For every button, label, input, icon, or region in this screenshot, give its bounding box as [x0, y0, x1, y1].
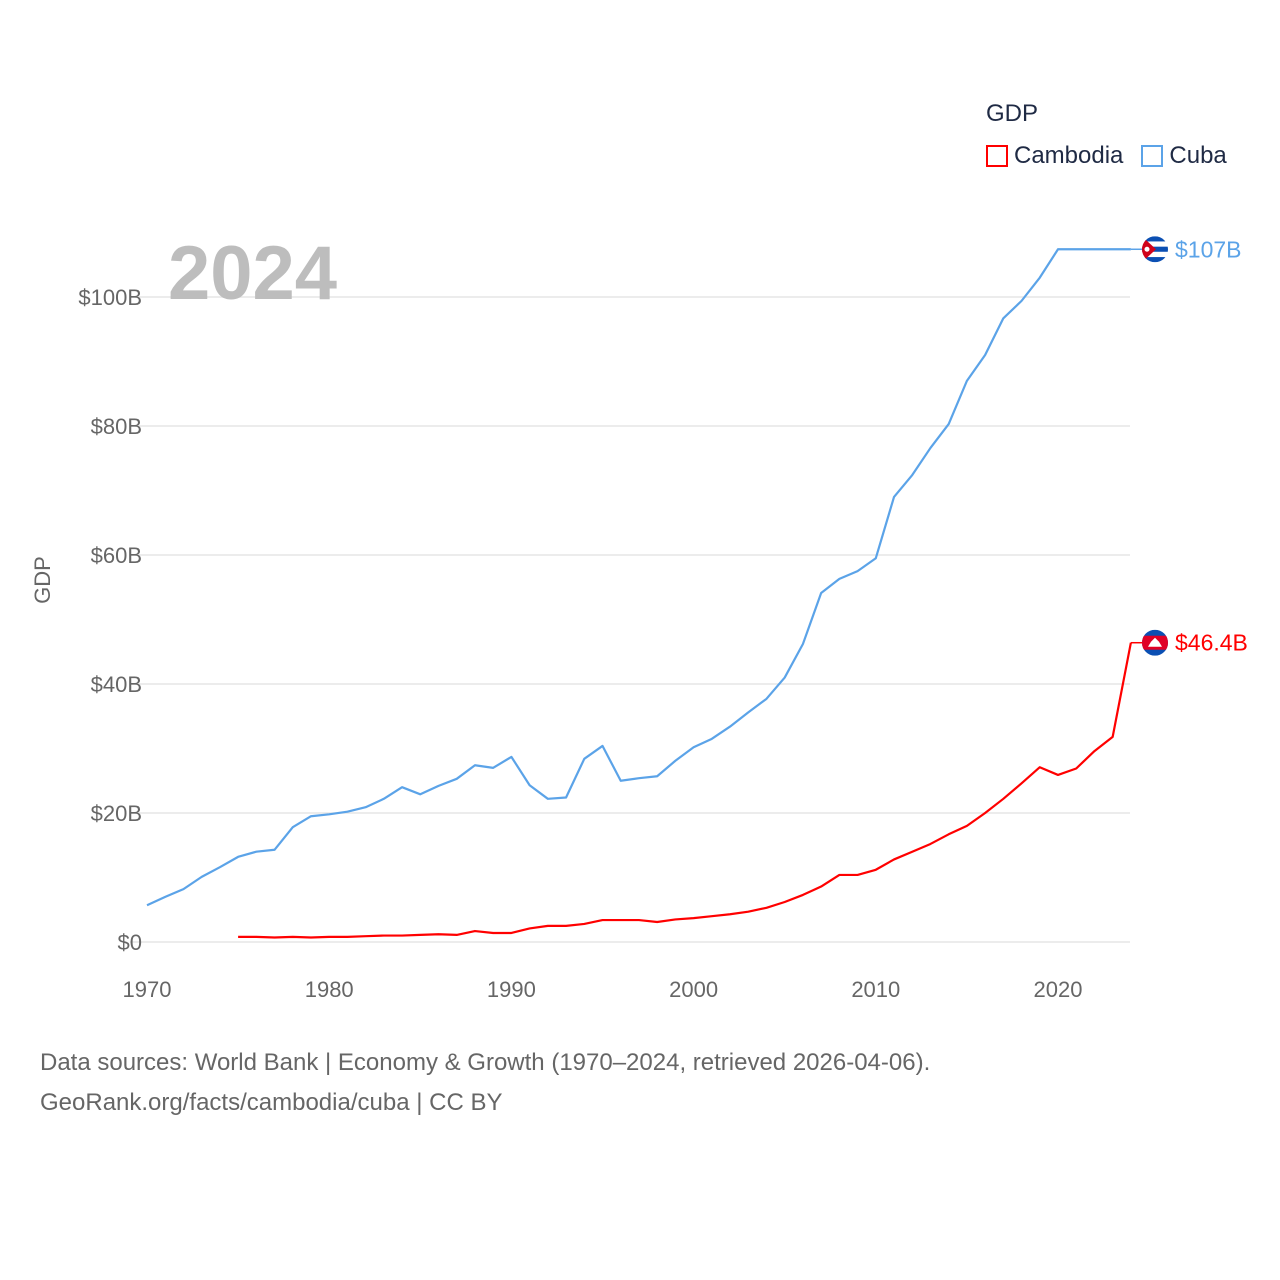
x-tick-label: 2020 — [1034, 977, 1083, 1002]
x-tick-label: 1980 — [305, 977, 354, 1002]
flag-stripe — [1142, 251, 1168, 258]
source-note: Data sources: World Bank | Economy & Gro… — [40, 1043, 930, 1123]
legend-label-cambodia: Cambodia — [1014, 142, 1124, 169]
legend-item-cambodia[interactable]: Cambodia — [986, 142, 1123, 170]
flag-body — [1142, 236, 1168, 263]
cuba-flag-icon — [1142, 236, 1168, 263]
x-tick-label: 1970 — [123, 977, 172, 1002]
x-tick-label: 1990 — [487, 977, 536, 1002]
flag-body — [1142, 629, 1168, 656]
y-tick-label: $80B — [91, 414, 142, 439]
legend-title: GDP — [986, 100, 1039, 127]
y-tick-label: $0 — [118, 930, 142, 955]
end-value-label-cuba: $107B — [1175, 236, 1242, 262]
legend: Cambodia Cuba — [986, 142, 1227, 170]
y-tick-label: $20B — [91, 801, 142, 826]
series-line-cambodia — [238, 642, 1132, 939]
y-tick-label: $60B — [91, 543, 142, 568]
y-tick-label: $100B — [78, 285, 142, 310]
y-axis-title: GDP — [30, 556, 55, 604]
year-label: 2024 — [168, 231, 337, 316]
source-line-1: Data sources: World Bank | Economy & Gro… — [40, 1049, 931, 1076]
x-tick-label: 2000 — [669, 977, 718, 1002]
series-line-cuba — [146, 248, 1131, 907]
end-value-label-cambodia: $46.4B — [1175, 630, 1248, 656]
source-line-2[interactable]: GeoRank.org/facts/cambodia/cuba | CC BY — [40, 1089, 503, 1116]
legend-swatch-cambodia — [986, 145, 1008, 167]
flag-star — [1144, 246, 1150, 252]
y-tick-label: $40B — [91, 672, 142, 697]
cambodia-flag-icon — [1142, 629, 1168, 656]
flag-temple — [1148, 637, 1162, 647]
legend-label-cuba: Cuba — [1169, 142, 1227, 169]
flag-stripe — [1142, 257, 1168, 263]
legend-swatch-cuba — [1141, 145, 1164, 167]
flag-stripe — [1142, 236, 1168, 242]
legend-item-cuba[interactable]: Cuba — [1141, 142, 1227, 170]
x-tick-label: 2010 — [851, 977, 900, 1002]
flag-stripe — [1142, 241, 1168, 247]
